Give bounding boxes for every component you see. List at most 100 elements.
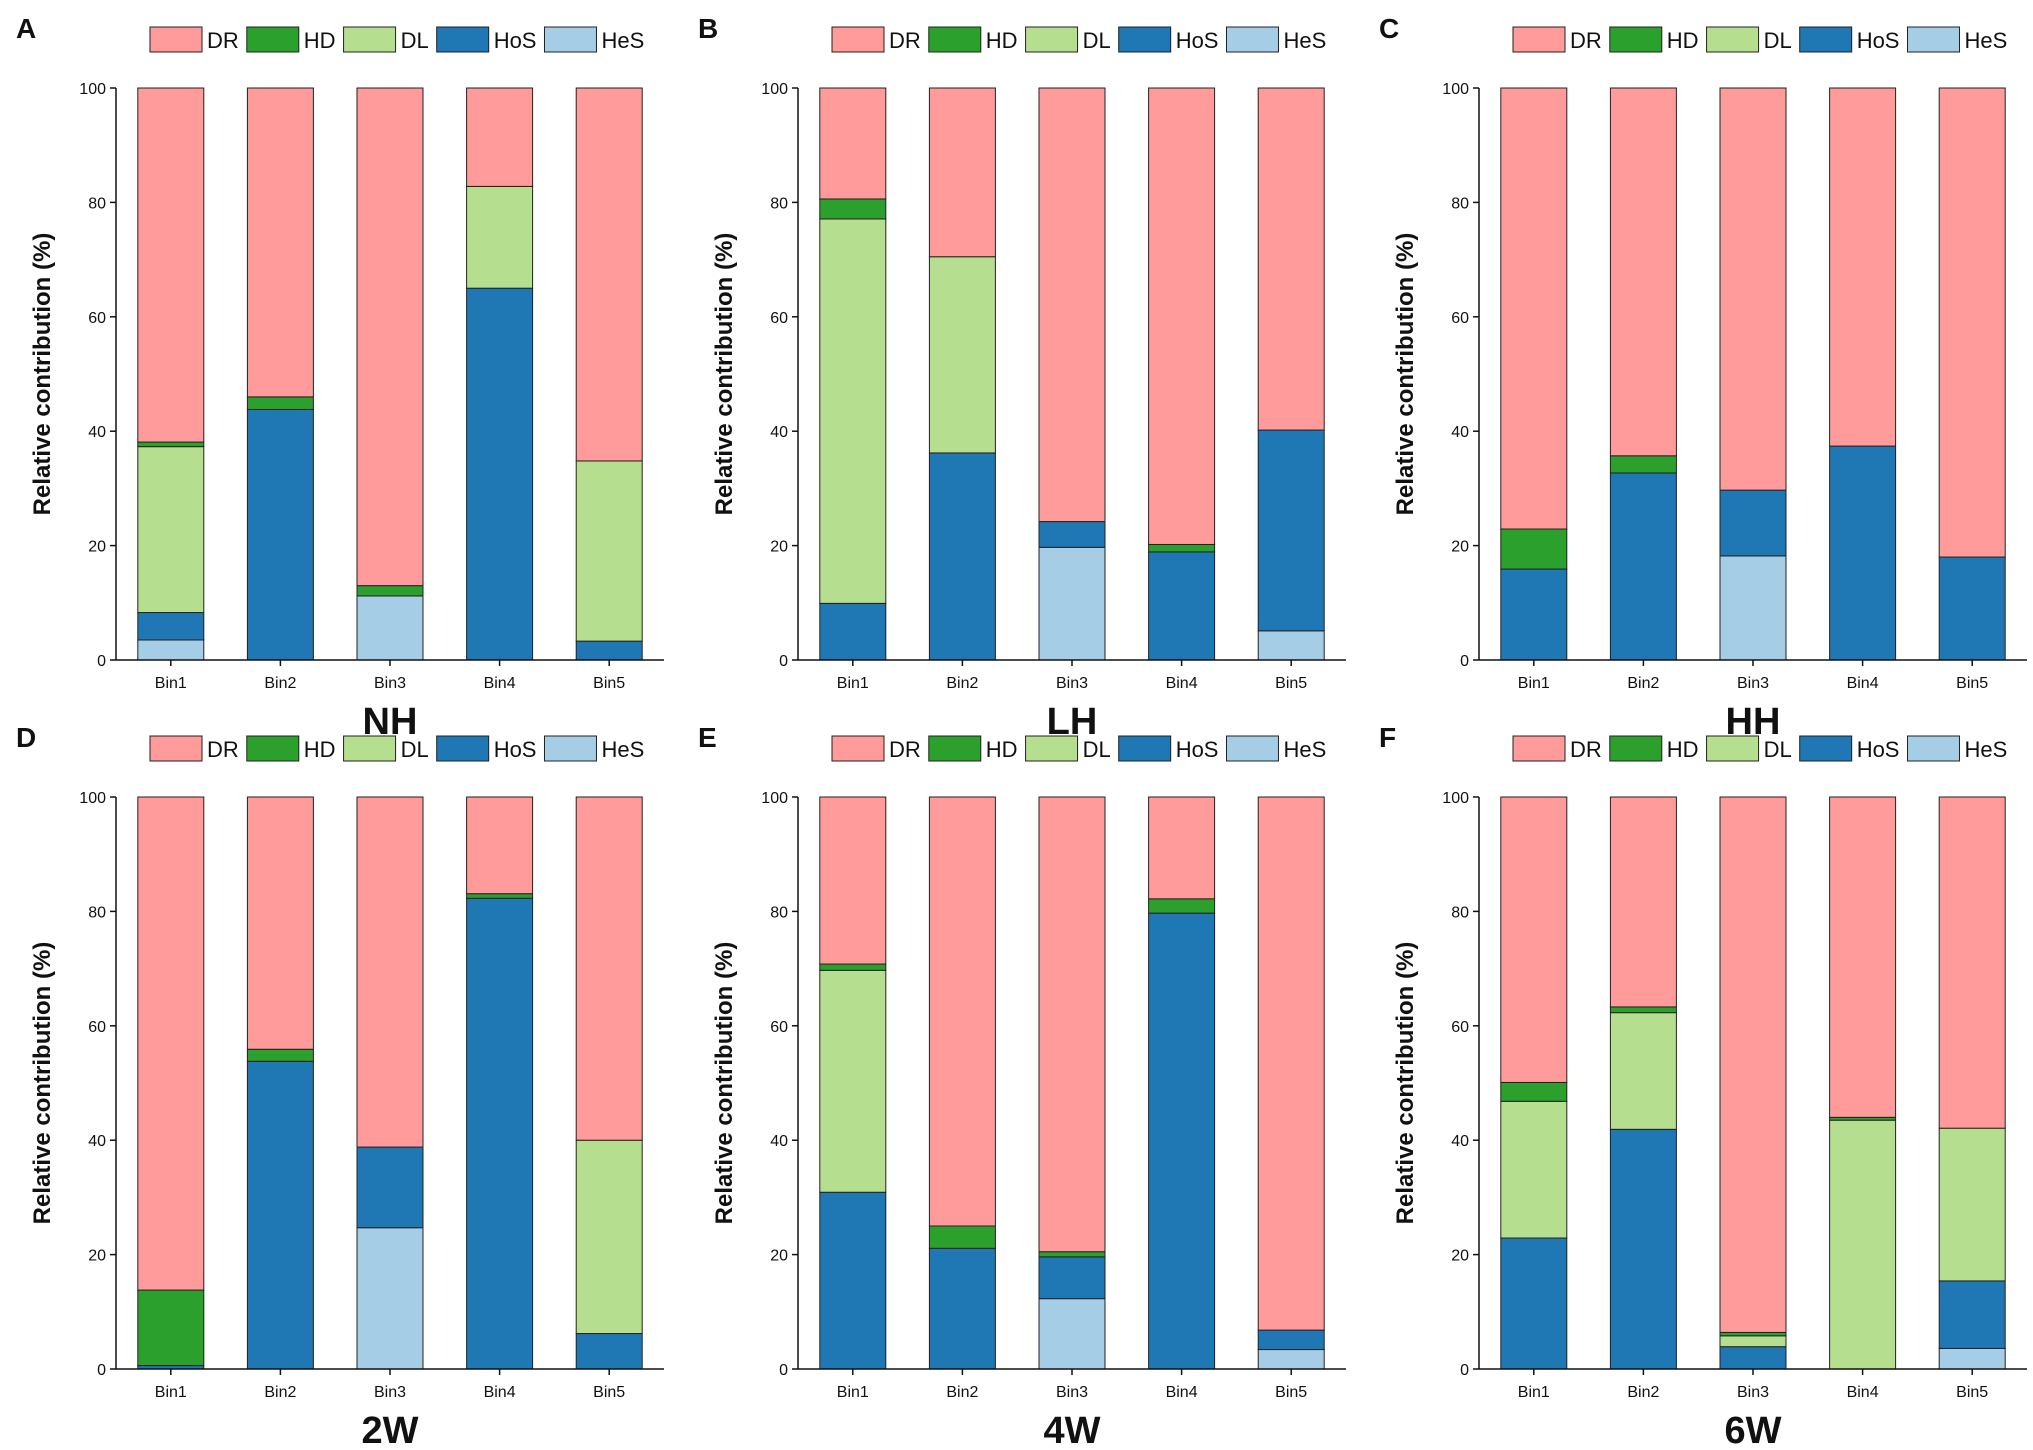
legend-item-hes: HeS (1906, 735, 2007, 762)
bar-segment-hes (356, 595, 424, 661)
y-tick-label: 20 (1451, 1248, 1469, 1265)
legend-swatch (1025, 26, 1079, 53)
bar-segment-hes (137, 639, 205, 661)
bar-segment-hd (819, 198, 887, 220)
y-tick-label: 40 (88, 1133, 106, 1150)
x-tick-label: Bin5 (1956, 675, 1988, 692)
bar-segment-hos (1257, 429, 1325, 632)
bar-segment-dr (1829, 87, 1897, 447)
bar-stack-bin2 (928, 87, 996, 661)
legend-swatch (1512, 26, 1566, 53)
bar-segment-dr (928, 796, 996, 1227)
legend-item-hd: HD (1609, 26, 1699, 53)
bar-stack-bin1 (137, 796, 205, 1370)
y-tick-label: 0 (97, 1362, 106, 1379)
bar-segment-hd (1038, 1251, 1106, 1258)
legend-label: HoS (1176, 737, 1219, 762)
legend-item-hd: HD (928, 26, 1018, 53)
legend-label: HD (304, 28, 336, 53)
legend-item-hes: HeS (1225, 735, 1326, 762)
legend-item-hd: HD (928, 735, 1018, 762)
panel-letter: C (1379, 13, 1399, 44)
bar-segment-hd (819, 963, 887, 971)
bar-stack-bin5 (1938, 87, 2006, 661)
bar-segment-hos (1829, 445, 1897, 661)
bar-segment-hos (1609, 1128, 1677, 1370)
legend-item-dl: DL (1706, 735, 1792, 762)
x-tick-label: Bin4 (1166, 675, 1198, 692)
x-tick-label: Bin3 (1737, 675, 1769, 692)
x-tick-label: Bin5 (593, 675, 625, 692)
bar-segment-hes (1938, 1347, 2006, 1370)
bar-stack-bin3 (356, 87, 424, 661)
bar-stack-bin3 (1038, 87, 1106, 661)
bar-segment-hd (246, 396, 314, 410)
bar-segment-hos (575, 640, 643, 661)
legend-swatch (1799, 26, 1853, 53)
bar-segment-hd (1148, 898, 1216, 914)
bar-segment-dl (575, 460, 643, 642)
bar-stack-bin3 (1038, 796, 1106, 1370)
y-axis-title: Relative contribution (%) (29, 233, 56, 516)
bar-segment-hes (1719, 555, 1787, 661)
bar-segment-dr (1500, 796, 1568, 1083)
legend-label: HoS (1857, 737, 1900, 762)
bar-stack-bin2 (1609, 87, 1677, 661)
x-tick-label: Bin1 (1518, 675, 1550, 692)
bar-segment-dr (1038, 87, 1106, 523)
legend-swatch (1906, 735, 1960, 762)
bar-segment-dr (466, 87, 534, 187)
legend-swatch (1609, 26, 1663, 53)
y-axis-title: Relative contribution (%) (711, 233, 738, 516)
bar-segment-dl (1609, 1012, 1677, 1130)
x-tick-label: Bin5 (1275, 675, 1307, 692)
bar-segment-hos (1719, 1346, 1787, 1370)
bar-segment-dr (1719, 87, 1787, 491)
y-tick-label: 60 (88, 310, 106, 327)
legend-label: HeS (1964, 28, 2007, 53)
bar-segment-hd (928, 1225, 996, 1249)
bar-segment-hos (466, 287, 534, 661)
x-tick-label: Bin4 (484, 675, 516, 692)
x-tick-label: Bin1 (1518, 1384, 1550, 1401)
legend-label: HoS (494, 737, 537, 762)
y-tick-label: 0 (1460, 1362, 1469, 1379)
x-tick-label: Bin5 (1956, 1384, 1988, 1401)
bar-segment-dl (1719, 1335, 1787, 1348)
bar-segment-hos (137, 612, 205, 641)
y-tick-label: 100 (1442, 81, 1469, 98)
bar-stack-bin2 (246, 796, 314, 1370)
legend-item-dl: DL (1025, 26, 1111, 53)
bar-segment-hos (1719, 489, 1787, 557)
legend-swatch (149, 26, 203, 53)
y-tick-label: 20 (770, 1248, 788, 1265)
bar-stack-bin5 (1938, 796, 2006, 1370)
legend-swatch (343, 26, 397, 53)
legend-item-hes: HeS (1906, 26, 2007, 53)
x-tick-label: Bin2 (1627, 675, 1659, 692)
bar-segment-dr (1938, 796, 2006, 1129)
bar-segment-hd (137, 441, 205, 448)
bar-segment-hes (1257, 630, 1325, 661)
bar-segment-dr (575, 87, 643, 462)
legend-label: DL (1764, 737, 1792, 762)
bar-stack-bin1 (1500, 796, 1568, 1370)
bar-stack-bin5 (1257, 796, 1325, 1370)
legend-item-dr: DR (1512, 26, 1602, 53)
y-tick-label: 80 (88, 195, 106, 212)
x-tick-label: Bin3 (1056, 675, 1088, 692)
legend-label: DR (1570, 28, 1602, 53)
legend-item-hes: HeS (543, 735, 644, 762)
bar-segment-hd (1719, 1331, 1787, 1337)
chart-panel-a: A DR HD DL HoS HeS Bin1 Bin2 Bin3 Bin4 Bin5 0 20 40 60… (16, 13, 664, 743)
legend-label: HD (1667, 28, 1699, 53)
chart-panel-f: F DR HD DL HoS HeS Bin1 Bin2 Bin3 Bin4 Bin5 0 20 40 60… (1379, 722, 2027, 1450)
legend-swatch (246, 26, 300, 53)
bar-stack-bin4 (1148, 87, 1216, 661)
bar-segment-hd (1609, 455, 1677, 474)
legend-label: HD (986, 28, 1018, 53)
bar-segment-hos (1500, 568, 1568, 661)
y-tick-label: 40 (1451, 424, 1469, 441)
panel-letter: B (698, 13, 718, 44)
x-tick-label: Bin2 (264, 1384, 296, 1401)
